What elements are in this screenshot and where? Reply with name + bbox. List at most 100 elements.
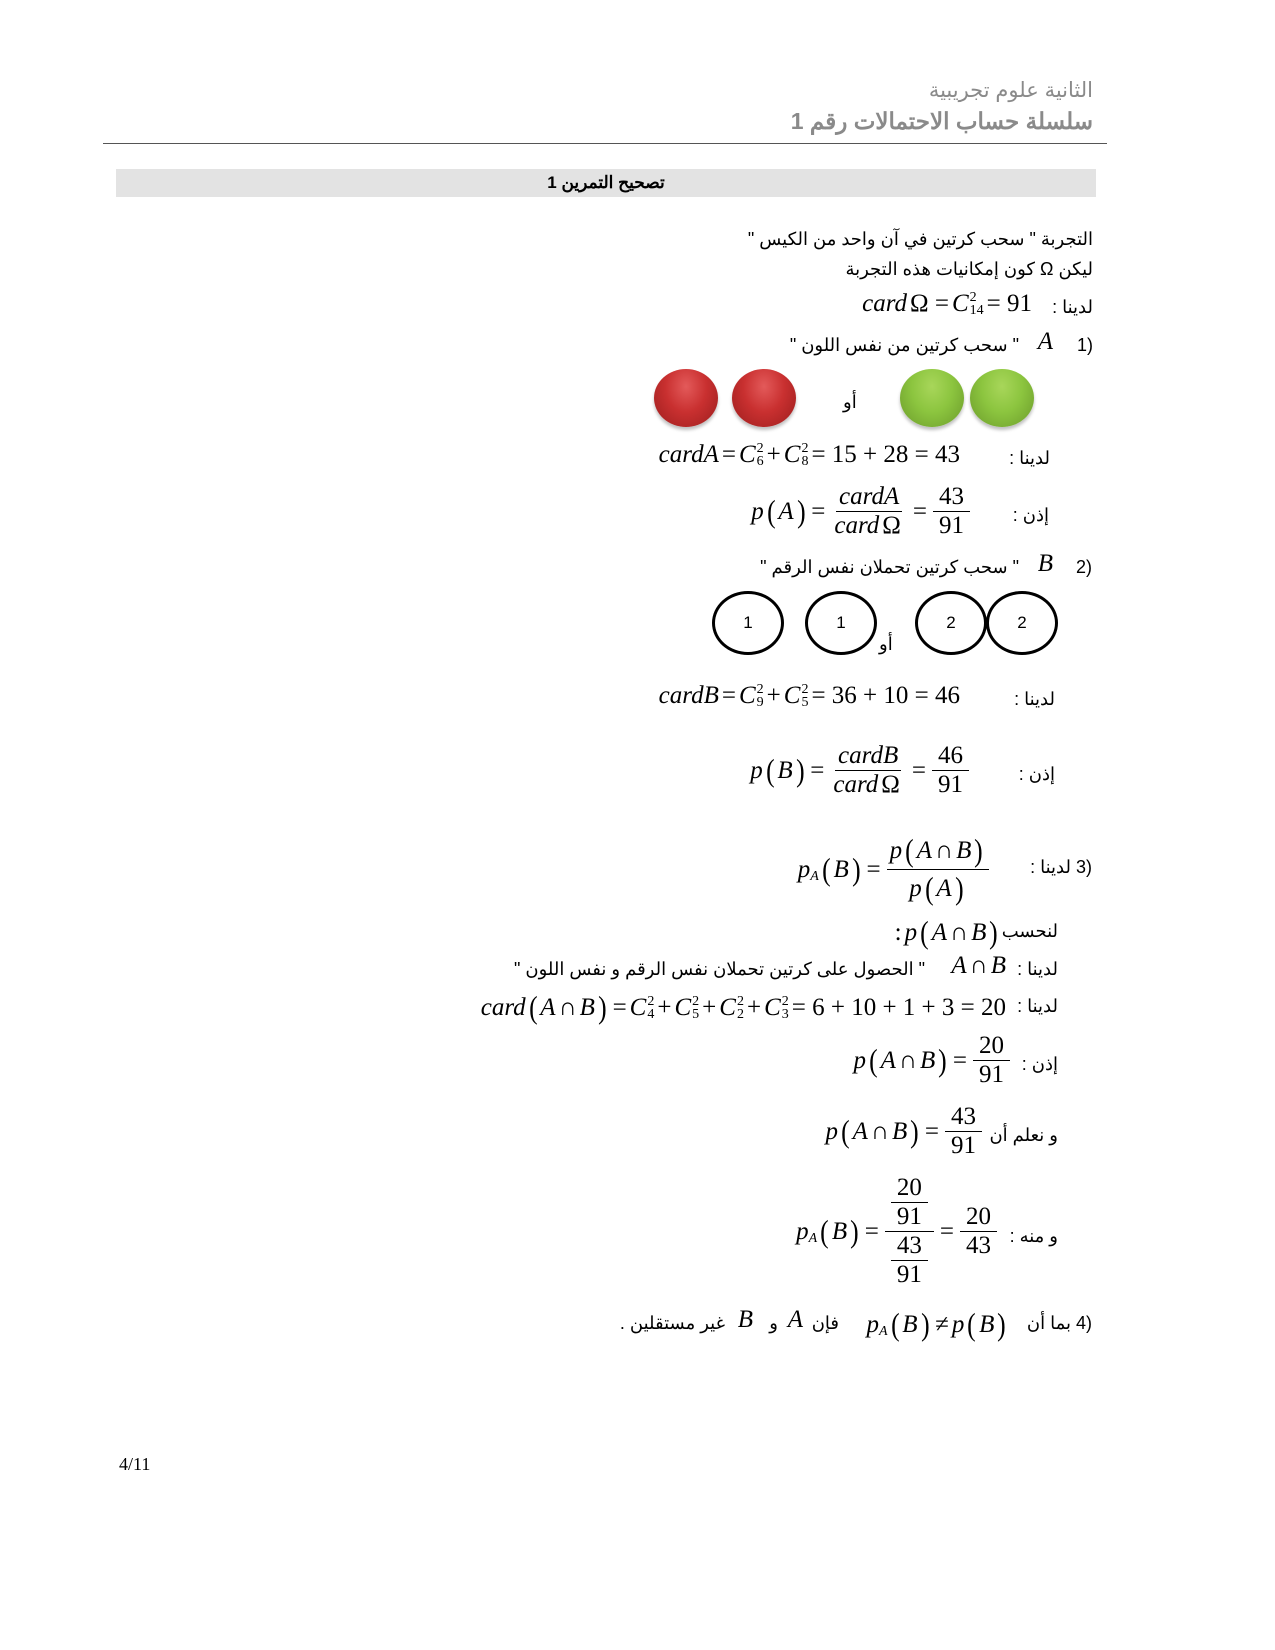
math-variable: B [956, 836, 972, 864]
math-symbol: ∩ [950, 918, 969, 946]
math-parenthesis: ) [795, 752, 805, 788]
binomial-indices: 2 14 [969, 291, 984, 318]
fraction: 43 91 [945, 1103, 982, 1160]
math-parenthesis: ( [528, 989, 538, 1025]
math-parenthesis: ( [920, 914, 929, 950]
binomial-n: 14 [969, 303, 984, 318]
fraction: 43 91 [890, 1232, 928, 1289]
binomial-k: 2 [736, 993, 744, 1009]
math-symbol: + [657, 993, 672, 1021]
math-variable: p [889, 836, 903, 864]
math-symbol: = [924, 1117, 939, 1145]
fraction-denominator: 91 [891, 1203, 928, 1231]
math-variable: card [833, 771, 879, 798]
math-parenthesis: ) [851, 851, 861, 887]
card-a-inter-b-formula: card(A ∩ B) = C 2 4 + C 2 5 + C 2 2 + C 2 3 = 6 + 10 + 1 + … [481, 989, 1009, 1026]
math-variable: A [1037, 328, 1053, 355]
binomial-n: 8 [801, 454, 809, 469]
math-symbol: = [721, 441, 736, 468]
binomial-n: 5 [801, 695, 809, 710]
math-parenthesis: ( [766, 493, 776, 529]
fraction-numerator: 20 [973, 1032, 1010, 1061]
math-variable: p [751, 497, 764, 525]
green-ball [970, 369, 1034, 427]
math-variable: card [480, 993, 526, 1021]
binomial-k: 2 [781, 993, 789, 1009]
math-symbol: ∩ [935, 836, 954, 864]
text: و [769, 1313, 778, 1333]
math-variable: B [831, 1217, 848, 1245]
binomial-c: C [674, 993, 692, 1021]
binomial-c: C [764, 993, 781, 1021]
math-variable: A [540, 993, 556, 1021]
math-symbol: Ω [882, 512, 901, 539]
math-symbol: ∩ [870, 1117, 889, 1145]
math-variable: A [936, 874, 952, 902]
math-parenthesis: ) [954, 870, 964, 906]
math-symbol: = [721, 682, 736, 709]
fraction-numerator: 43 [945, 1103, 982, 1132]
fraction: 43 91 [933, 483, 970, 540]
binomial-k: 2 [801, 682, 809, 697]
binomial-c: C [629, 993, 647, 1021]
fraction: 20 43 [960, 1203, 997, 1260]
binomial-n: 4 [647, 1006, 655, 1022]
math-parenthesis: ) [850, 1213, 859, 1249]
math-parenthesis: ) [796, 493, 806, 529]
math-variable: A [852, 1117, 868, 1145]
math-variable: cardA [658, 441, 719, 468]
binomial-n: 6 [756, 454, 764, 469]
conclusion-text: غير مستقلين . [619, 1313, 725, 1333]
math-parenthesis: ) [997, 1306, 1006, 1342]
math-symbol: = 15 + 28 = 43 [811, 441, 960, 468]
math-variable: card [862, 290, 908, 317]
label: و منه : [1009, 1226, 1058, 1246]
math-parenthesis: ) [597, 989, 607, 1025]
math-subscript: A [808, 1230, 818, 1246]
red-ball [654, 369, 718, 427]
math-symbol: ∩ [969, 952, 988, 979]
label: لدينا : [1017, 996, 1058, 1016]
fraction: 20 91 43 91 [884, 1174, 934, 1289]
math-variable: cardB [838, 742, 899, 769]
math-symbol: + [702, 993, 717, 1021]
binomial-c: C [719, 993, 736, 1021]
math-parenthesis: ( [765, 752, 775, 788]
fraction-denominator: 91 [945, 1132, 982, 1160]
math-variable: B [737, 1306, 753, 1333]
event-b-text: " سحب كرتين تحملان نفس الرقم " [760, 557, 1019, 577]
math-variable: A [931, 918, 947, 946]
math-variable: B [891, 1117, 908, 1145]
p-b-formula: p(B) = cardB card Ω = 46 91 [750, 742, 972, 799]
math-symbol: = [864, 1217, 879, 1245]
math-symbol: + [746, 993, 762, 1021]
binomial-k: 2 [801, 441, 809, 456]
header-level: الثانية علوم تجريبية [928, 79, 1093, 102]
binomial-c: C [783, 441, 801, 468]
math-variable: A [916, 836, 932, 864]
math-parenthesis: ( [967, 1306, 976, 1342]
fraction-denominator: 91 [933, 512, 970, 540]
text: فإن [811, 1313, 839, 1333]
card-b-formula: cardB = C 2 9 + C 2 5 = 36 + 10 = 46 [659, 682, 963, 710]
binomial-c: C [738, 441, 756, 468]
binomial-k: 2 [692, 993, 700, 1009]
math-symbol: 91 [896, 1261, 922, 1288]
header-series-title: سلسلة حساب الاحتمالات رقم 1 [790, 108, 1093, 134]
math-variable: p [750, 756, 763, 784]
math-symbol: ∩ [558, 993, 577, 1021]
math-symbol: = [952, 1046, 967, 1074]
math-symbol: = [866, 855, 881, 883]
math-symbol: 91 [951, 1132, 976, 1159]
math-symbol: 20 [896, 1174, 922, 1201]
math-variable: p [825, 1117, 838, 1145]
fraction-numerator: 20 [960, 1203, 997, 1232]
fraction-denominator: card Ω [831, 512, 907, 540]
fraction: 46 91 [932, 742, 969, 799]
